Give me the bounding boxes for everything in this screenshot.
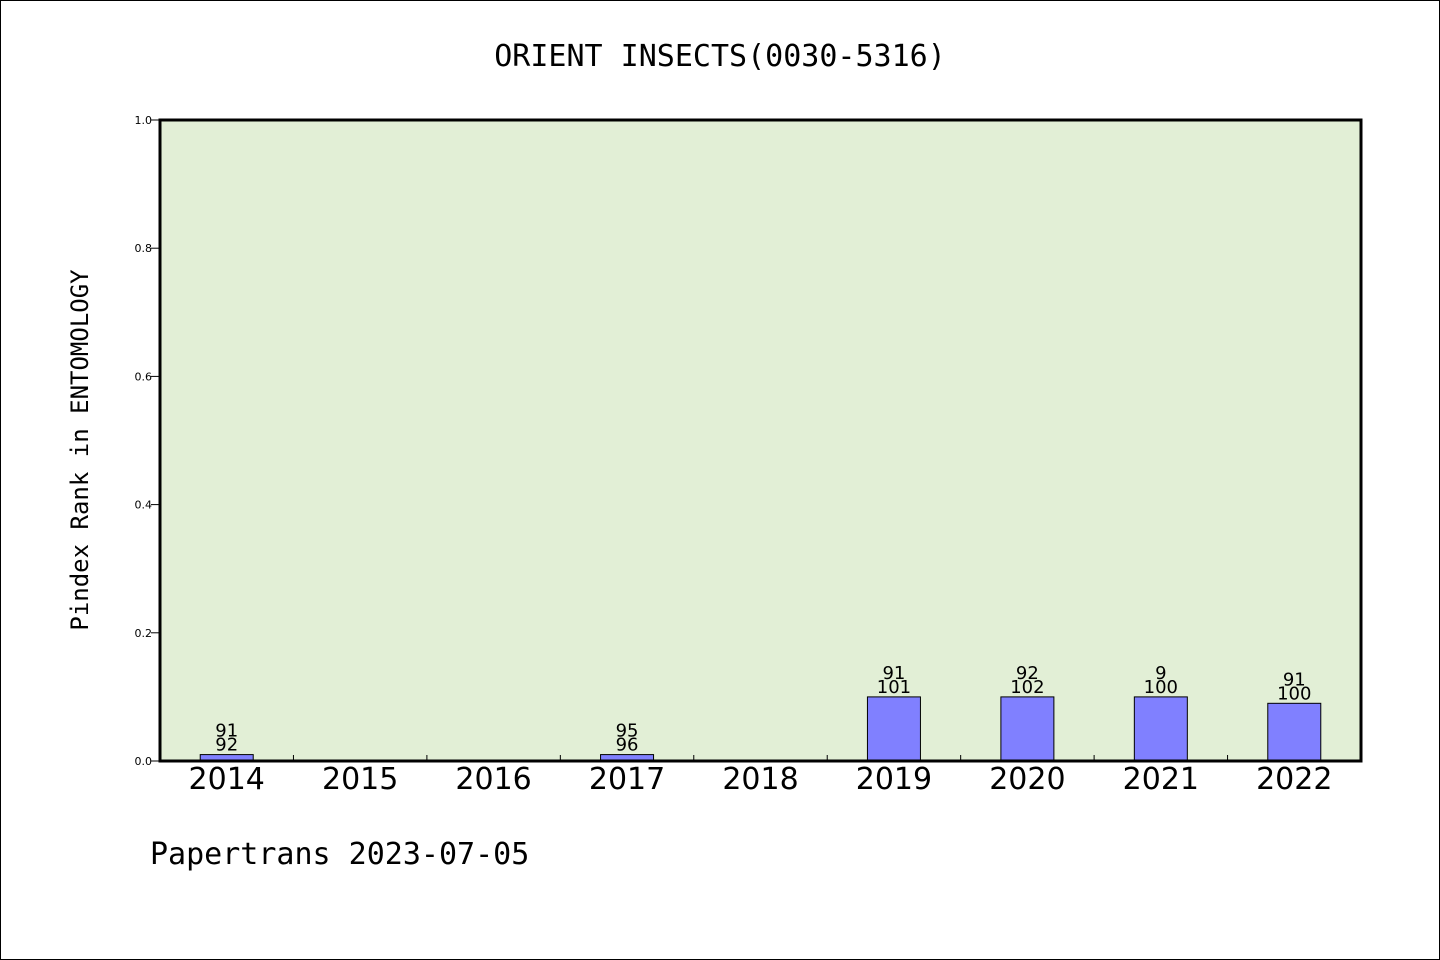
bar-2022 (1267, 702, 1322, 762)
bar-2021 (1133, 696, 1188, 762)
bar-label-top: 92 (1016, 663, 1039, 684)
footer-text: Papertrans 2023-07-05 (150, 837, 529, 872)
y-tick-label: 0.4 (135, 499, 153, 512)
x-tick-label: 2022 (1256, 762, 1332, 797)
bars-group (199, 696, 1322, 762)
plot-area (160, 120, 1361, 761)
x-tick-label: 2017 (589, 762, 665, 797)
y-axis-label: Pindex Rank in ENTOMOLOGY (66, 269, 94, 631)
bar-label-top: 91 (215, 721, 238, 742)
bar-label-bottom: 96 (616, 735, 639, 756)
x-tick-label: 2015 (322, 762, 398, 797)
x-tick-label: 2018 (722, 762, 798, 797)
bar-label-bottom: 100 (1144, 677, 1178, 698)
bar-label-bottom: 101 (877, 677, 911, 698)
y-tick-label: 0.6 (135, 370, 153, 383)
y-tick-label: 0.8 (135, 242, 153, 255)
y-tick-label: 1.0 (135, 114, 153, 127)
x-tick-label: 2016 (455, 762, 531, 797)
bar-label-bottom: 102 (1010, 677, 1044, 698)
chart-title: ORIENT INSECTS(0030-5316) (494, 39, 946, 74)
bar-label-top: 91 (882, 663, 905, 684)
y-tick-label: 0.2 (135, 627, 153, 640)
bar-label-top: 95 (616, 721, 639, 742)
x-tick-label: 2021 (1123, 762, 1199, 797)
bar-label-top: 9 (1155, 663, 1166, 684)
plot-border (158, 118, 1363, 763)
ticks-group: 0.0 0.2 0.4 0.6 0.8 1.0 (135, 114, 1229, 768)
x-tick-label: 2019 (856, 762, 932, 797)
y-tick-label: 0.0 (135, 755, 153, 768)
bar-label-bottom: 100 (1277, 683, 1311, 704)
bar-2020 (1000, 696, 1055, 762)
bar-label-bottom: 92 (215, 735, 238, 756)
x-tick-label: 2020 (989, 762, 1065, 797)
bar-label-top: 91 (1283, 669, 1306, 690)
x-tick-label: 2014 (189, 762, 265, 797)
bar-2019 (866, 696, 921, 762)
